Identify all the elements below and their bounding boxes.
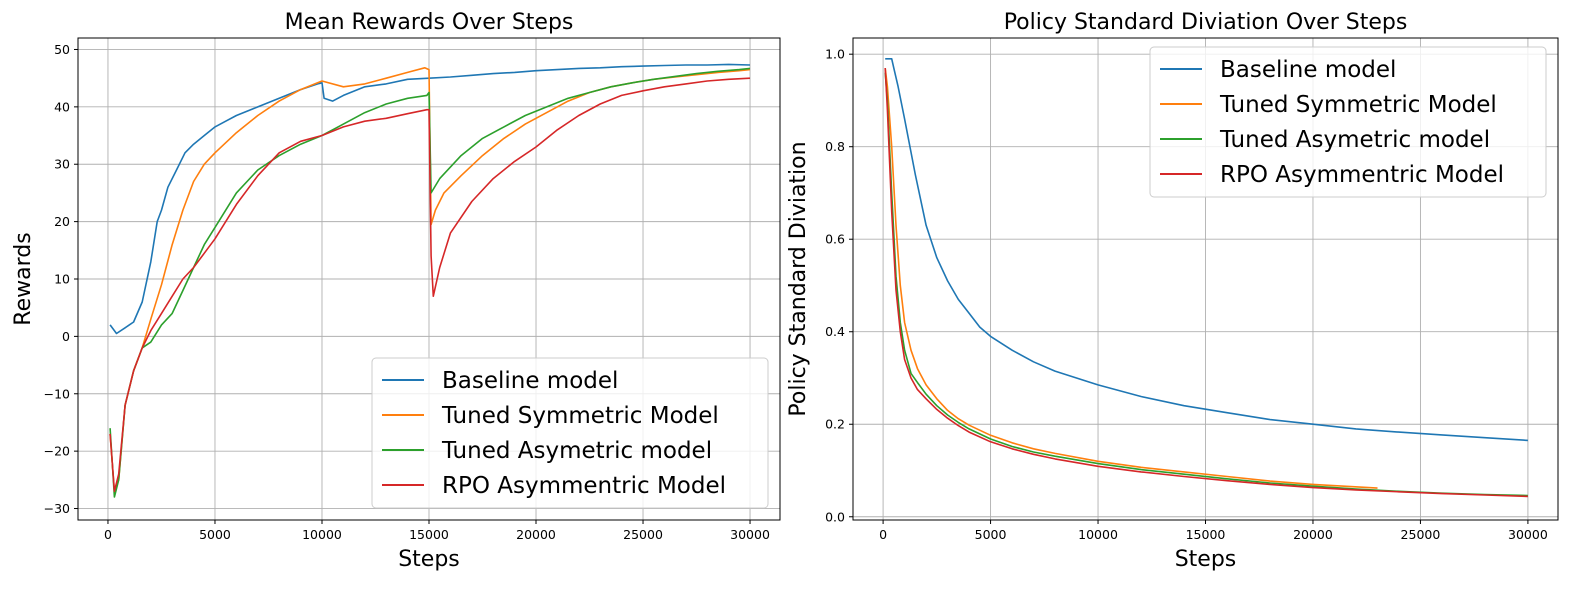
rewards-y-tick-label: −30 — [44, 501, 70, 516]
policy-std-x-tick-label: 5000 — [975, 527, 1007, 542]
policy-std-x-axis-label: Steps — [1175, 547, 1237, 572]
policy-std-x-tick-label: 0 — [879, 527, 887, 542]
rewards-y-tick-label: 30 — [54, 157, 70, 172]
policy-std-legend: Baseline model Tuned Symmetric Model Tuned… — [1149, 46, 1547, 198]
policy-std-series-baseline-line — [885, 57, 1528, 442]
rewards-y-axis-label: Rewards — [11, 232, 36, 325]
rewards-x-tick-label: 5000 — [199, 527, 231, 542]
policy-std-legend-box — [1149, 46, 1547, 198]
rewards-y-tick-label: 50 — [54, 42, 70, 57]
rewards-x-axis-label: Steps — [398, 547, 460, 572]
policy-std-x-tick-label: 15000 — [1186, 527, 1226, 542]
policy-std-legend-label-baseline: Baseline model — [1220, 57, 1396, 83]
rewards-y-tick-label: 0 — [62, 329, 70, 344]
rewards-y-tick-label: −10 — [44, 386, 70, 401]
policy-std-chart-title: Policy Standard Diviation Over Steps — [1004, 10, 1408, 35]
policy-std-x-tick-label: 10000 — [1078, 527, 1118, 542]
policy-std-series-rpo-line — [884, 68, 1528, 498]
rewards-series-baseline-line — [109, 63, 751, 335]
rewards-x-tick-label: 0 — [104, 527, 112, 542]
rewards-x-tick-label: 15000 — [409, 527, 449, 542]
rewards-x-tick-label: 25000 — [623, 527, 663, 542]
policy-std-y-tick-label: 0.0 — [825, 509, 845, 524]
rewards-series-asymmetric-line — [109, 67, 751, 498]
policy-std-x-tick-label: 30000 — [1508, 527, 1548, 542]
policy-std-y-tick-label: 0.8 — [825, 139, 845, 154]
rewards-y-tick-label: 20 — [54, 214, 70, 229]
policy-std-legend-label-rpo: RPO Asymmentric Model — [1220, 162, 1504, 188]
rewards-plot-frame — [77, 37, 781, 521]
policy-std-series-asymmetric-line — [884, 72, 1528, 497]
rewards-legend-box — [371, 357, 769, 509]
rewards-plot: 0 5000 10000 15000 20000 25000 30000 −30 −20 −10 0… — [11, 10, 781, 572]
rewards-y-tick-label: 40 — [54, 99, 70, 114]
policy-std-y-tick-label: 0.2 — [825, 417, 845, 432]
rewards-x-tick-label: 20000 — [516, 527, 556, 542]
rewards-y-tick-label: −20 — [44, 444, 70, 459]
policy-std-plot-frame — [852, 37, 1559, 521]
policy-std-y-tick-label: 1.0 — [825, 47, 845, 62]
rewards-legend-label-asymmetric: Tuned Asymetric model — [441, 438, 712, 464]
rewards-series-rpo-line — [109, 77, 751, 493]
rewards-legend-label-rpo: RPO Asymmentric Model — [442, 473, 726, 499]
policy-std-y-tick-label: 0.4 — [825, 324, 845, 339]
rewards-x-tick-label: 10000 — [302, 527, 342, 542]
policy-std-y-axis-label: Policy Standard Diviation — [786, 141, 811, 416]
rewards-legend-label-symmetric: Tuned Symmetric Model — [441, 403, 719, 429]
policy-std-legend-label-asymmetric: Tuned Asymetric model — [1219, 127, 1490, 153]
policy-std-series-symmetric-line — [884, 68, 1378, 489]
rewards-y-tick-label: 10 — [54, 272, 70, 287]
rewards-legend-label-baseline: Baseline model — [442, 368, 618, 394]
policy-std-plot: 0 5000 10000 15000 20000 25000 30000 0.0 0.2 0.4 0… — [786, 10, 1559, 572]
policy-std-y-tick-label: 0.6 — [825, 232, 845, 247]
policy-std-x-tick-label: 25000 — [1401, 527, 1441, 542]
rewards-legend: Baseline model Tuned Symmetric Model Tuned… — [371, 357, 769, 509]
rewards-chart-title: Mean Rewards Over Steps — [285, 10, 574, 35]
rewards-x-tick-label: 30000 — [730, 527, 770, 542]
policy-std-legend-label-symmetric: Tuned Symmetric Model — [1219, 92, 1497, 118]
policy-std-x-tick-label: 20000 — [1293, 527, 1333, 542]
